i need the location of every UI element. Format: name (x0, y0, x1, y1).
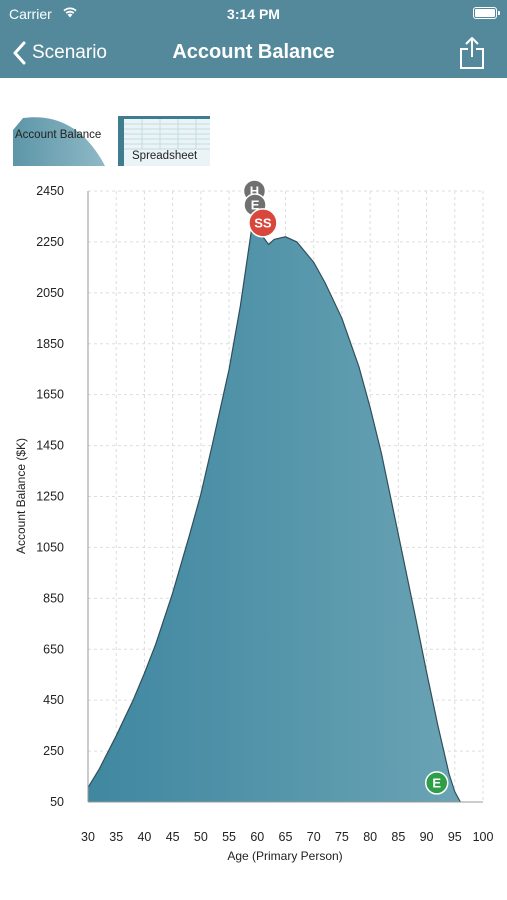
chart-canvas: 30 35 40 45 50 55 60 65 70 75 80 85 90 95 100 50 250 450 6… (14, 179, 494, 863)
y-axis-label: Account Balance ($K) (14, 438, 28, 554)
y-tick-label: 1450 (36, 439, 64, 453)
navigation-bar: Scenario Account Balance (0, 28, 507, 78)
marker-label: E (251, 198, 260, 213)
x-tick-label: 80 (363, 830, 377, 844)
back-button[interactable]: Scenario (12, 38, 107, 68)
y-tick-label: 50 (50, 795, 64, 809)
y-tick-label: 2050 (36, 286, 64, 300)
marker-label: H (250, 184, 259, 199)
area-chart-thumbnail-graphic (13, 117, 105, 166)
y-tick-label: 250 (43, 744, 64, 758)
x-tick-label: 40 (137, 830, 151, 844)
marker-dot (248, 208, 278, 238)
account-balance-chart: 30 35 40 45 50 55 60 65 70 75 80 85 90 95 100 50 250 450 6… (0, 170, 507, 870)
y-tick-label: 2250 (36, 235, 64, 249)
y-tick-label: 1250 (36, 490, 64, 504)
event-marker[interactable]: E (424, 771, 449, 795)
status-bar: Carrier 3:14 PM (0, 0, 507, 28)
share-icon[interactable] (459, 36, 485, 70)
thumbnail-label: Spreadsheet (132, 150, 198, 162)
x-tick-label: 85 (391, 830, 405, 844)
x-tick-label: 50 (194, 830, 208, 844)
x-tick-label: 60 (250, 830, 264, 844)
x-tick-label: 45 (166, 830, 180, 844)
y-tick-label: 1050 (36, 540, 64, 554)
thumbnail-label: Account Balance (15, 129, 102, 141)
wifi-icon (63, 7, 77, 18)
carrier-label: Carrier (9, 6, 52, 22)
x-tick-label: 70 (307, 830, 321, 844)
spreadsheet-thumbnail-graphic (124, 116, 210, 150)
y-tick-label: 2450 (36, 184, 64, 198)
spreadsheet-thumbnail[interactable]: Spreadsheet (118, 116, 210, 166)
x-tick-label: 35 (109, 830, 123, 844)
battery-icon (473, 7, 500, 19)
y-tick-label: 850 (43, 591, 64, 605)
clock: 3:14 PM (227, 6, 280, 22)
x-axis-label: Age (Primary Person) (227, 849, 342, 863)
event-marker[interactable]: SS (248, 208, 278, 238)
x-tick-label: 65 (279, 830, 293, 844)
y-tick-label: 450 (43, 693, 64, 707)
balance-line (87, 228, 461, 803)
x-tick-label: 75 (335, 830, 349, 844)
marker-label: E (432, 775, 441, 790)
x-tick-label: 100 (473, 830, 494, 844)
x-tick-label: 30 (81, 830, 95, 844)
balance-area (88, 229, 461, 802)
account-balance-thumbnail[interactable]: Account Balance (13, 116, 105, 166)
x-tick-label: 90 (420, 830, 434, 844)
x-tick-label: 95 (448, 830, 462, 844)
y-tick-label: 1650 (36, 388, 64, 402)
page-title: Account Balance (172, 41, 335, 63)
back-label: Scenario (32, 42, 107, 63)
y-tick-label: 1850 (36, 337, 64, 351)
x-tick-label: 55 (222, 830, 236, 844)
marker-label: SS (254, 215, 272, 230)
chevron-left-icon (13, 41, 26, 65)
y-tick-label: 650 (43, 642, 64, 656)
marker-dot (424, 771, 449, 795)
